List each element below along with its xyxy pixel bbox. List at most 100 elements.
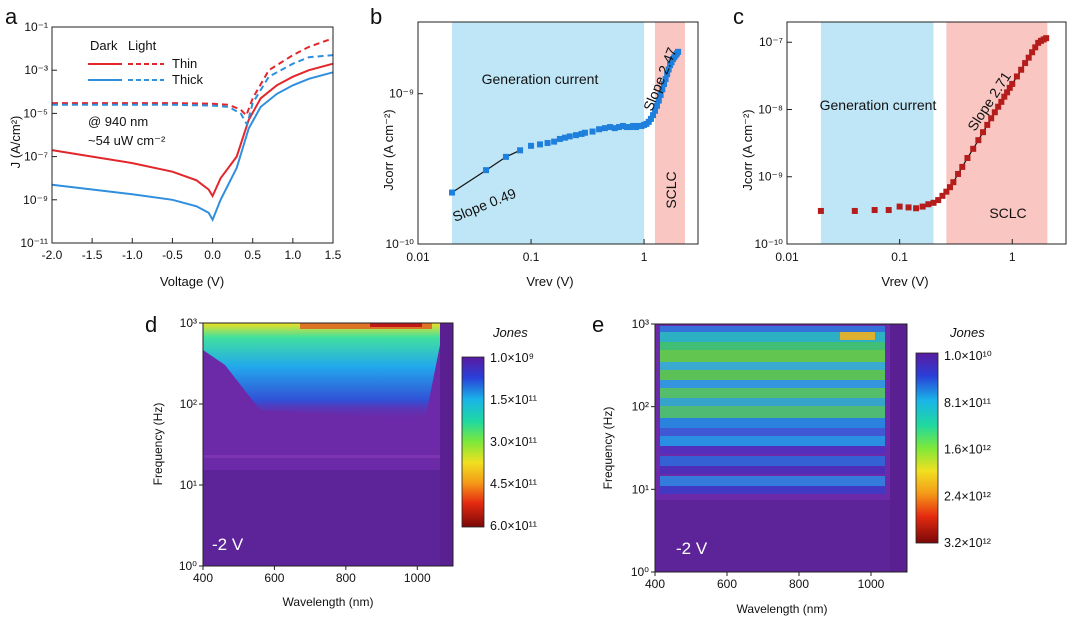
- c-data-point: [1018, 66, 1025, 73]
- b-data-point: [652, 107, 659, 114]
- b-data-point: [619, 122, 626, 129]
- c-data-point: [1013, 73, 1020, 80]
- b-data-point: [578, 130, 585, 137]
- d-xtick-label: 600: [264, 571, 284, 585]
- e-heatmap-band: [840, 332, 875, 340]
- e-colorbar-label: 1.6×10¹²: [944, 443, 991, 457]
- a-plot-frame: [51, 26, 334, 244]
- c-ytick-label: 10⁻⁸: [758, 102, 783, 116]
- a-xlabel: Voltage (V): [160, 274, 224, 289]
- c-xtick-label: 0.01: [775, 250, 799, 264]
- e-heatmap-band: [660, 398, 885, 406]
- d-xlabel: Wavelength (nm): [283, 595, 374, 609]
- c-data-point: [1004, 89, 1011, 96]
- c-data-point: [935, 197, 942, 204]
- a-legend-light-header: Light: [128, 38, 157, 53]
- c-data-point: [1022, 60, 1029, 67]
- e-xtick-label: 600: [717, 577, 737, 591]
- e-colorbar-label: 8.1×10¹¹: [944, 396, 991, 410]
- b-plot-frame: [417, 21, 699, 245]
- d-plot-frame: [202, 322, 454, 567]
- b-data-point: [556, 135, 563, 142]
- c-data-point: [913, 205, 920, 212]
- b-fit-line-0: [451, 149, 521, 194]
- e-xtick-label: 1000: [858, 577, 885, 591]
- e-heatmap-band: [660, 342, 885, 350]
- b-data-point: [647, 115, 654, 122]
- a-legend-thick-label: Thick: [172, 72, 204, 87]
- d-ytick-label: 10²: [180, 397, 197, 411]
- e-heatmap-band: [660, 406, 885, 418]
- a-ytick-label: 10⁻¹¹: [20, 236, 48, 250]
- c-data-point: [885, 207, 892, 214]
- b-data-point: [528, 142, 535, 149]
- panel-letter-a: a: [5, 4, 18, 29]
- c-data-point: [964, 155, 971, 162]
- c-xtick-label: 0.1: [891, 250, 908, 264]
- e-heatmap-band: [660, 486, 885, 494]
- a-legend: Dark Light Thin Thick: [88, 38, 204, 87]
- e-heatmap-band: [660, 326, 885, 332]
- a-series-thin-light: [52, 37, 334, 118]
- a-annotation-wavelength: @ 940 nm: [88, 114, 148, 129]
- e-colorbar-label: 2.4×10¹²: [944, 489, 991, 503]
- e-heatmap-band: [660, 456, 885, 466]
- e-ytick-label: 10³: [632, 317, 649, 331]
- b-data-point: [650, 112, 657, 119]
- c-data-point: [943, 188, 950, 195]
- d-ytick-label: 10¹: [180, 478, 197, 492]
- b-data-point: [596, 126, 603, 133]
- d-xtick-label: 400: [193, 571, 213, 585]
- b-xtick-label: 0.01: [406, 250, 430, 264]
- c-data-point: [919, 203, 926, 210]
- e-xlabel: Wavelength (nm): [737, 602, 828, 616]
- c-data-point: [871, 207, 878, 214]
- c-data-point: [1001, 93, 1008, 100]
- a-ytick-label: 10⁻⁹: [23, 193, 48, 207]
- c-data-point: [851, 207, 858, 214]
- c-data-point: [975, 137, 982, 144]
- b-data-point: [623, 124, 630, 131]
- e-heatmap-band: [660, 388, 885, 398]
- a-xtick-label: -2.0: [42, 248, 63, 262]
- c-data-point: [980, 129, 987, 136]
- e-heatmap-band: [660, 466, 885, 474]
- e-colorbar-title: Jones: [949, 325, 985, 340]
- panel-a: a J (A/cm²) Voltage (V) Dark Light Thin …: [5, 4, 342, 289]
- c-data-point: [970, 145, 977, 152]
- b-region-sclc-label: SCLC: [663, 171, 679, 208]
- e-bias-label: -2 V: [676, 539, 708, 558]
- c-xtick-label: 1: [1009, 250, 1016, 264]
- c-data-point: [1009, 80, 1016, 87]
- c-data-point: [1032, 44, 1039, 51]
- e-ytick-label: 10⁰: [631, 565, 649, 579]
- panel-d: d -2 V Frequency (Hz) Wavelength (nm) Jo…: [145, 312, 537, 609]
- b-xtick-label: 1: [641, 250, 648, 264]
- b-data-point: [536, 141, 543, 148]
- c-data-point: [988, 115, 995, 122]
- b-data-point: [662, 76, 669, 83]
- b-data-point: [665, 66, 672, 73]
- a-series-thick-light: [52, 54, 334, 128]
- a-xtick-label: -1.0: [122, 248, 143, 262]
- a-ytick-label: 10⁻⁷: [24, 150, 48, 164]
- c-data-point: [817, 207, 824, 214]
- d-xtick-label: 1000: [404, 571, 431, 585]
- a-xtick-label: 0.5: [244, 248, 261, 262]
- b-xlabel: Vrev (V): [526, 274, 573, 289]
- e-ylabel: Frequency (Hz): [601, 407, 615, 490]
- b-data-point: [449, 189, 456, 196]
- c-ytick-label: 10⁻⁷: [759, 35, 783, 49]
- panel-c: c Jcorr (A cm⁻²) Vrev (V) Generation cur…: [733, 4, 1067, 289]
- panel-letter-d: d: [145, 312, 157, 337]
- a-legend-dark-header: Dark: [90, 38, 118, 53]
- c-data-point: [939, 192, 946, 199]
- b-data-point: [601, 125, 608, 132]
- b-data-point: [653, 102, 660, 109]
- b-data-point: [562, 134, 569, 141]
- e-heatmap-band: [660, 446, 885, 454]
- c-data-point: [1043, 35, 1050, 42]
- d-ylabel: Frequency (Hz): [151, 403, 165, 486]
- b-data-point: [655, 97, 662, 104]
- e-xtick-label: 800: [789, 577, 809, 591]
